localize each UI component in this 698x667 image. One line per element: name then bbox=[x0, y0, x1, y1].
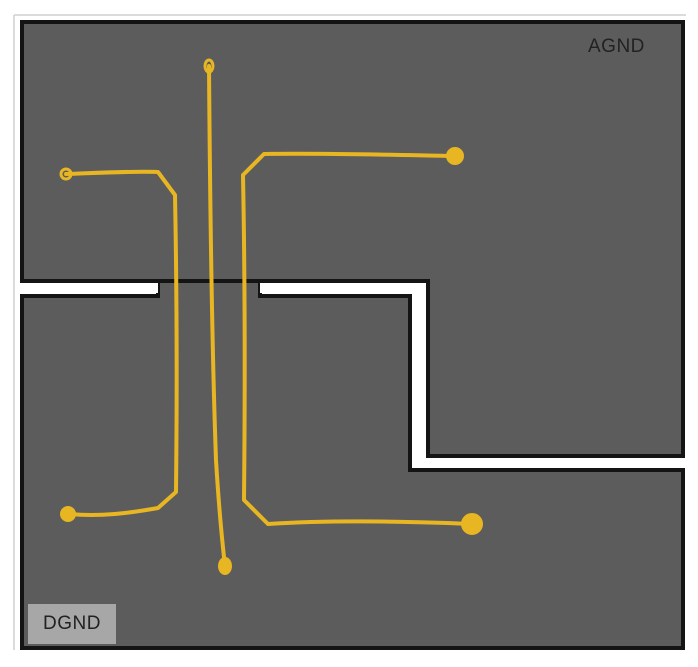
plane-split-gap bbox=[18, 283, 687, 468]
dgnd-label: DGND bbox=[28, 604, 116, 644]
pad-right-bottom bbox=[461, 513, 483, 535]
trace-pads bbox=[59, 58, 483, 575]
plane-bridge bbox=[160, 283, 258, 295]
pad-left-bottom bbox=[60, 506, 76, 522]
pad-right-top bbox=[446, 147, 464, 165]
agnd-label: AGND bbox=[588, 36, 645, 57]
pad-center-top bbox=[203, 58, 215, 74]
pad-center-bottom bbox=[218, 557, 232, 575]
pad-left-top bbox=[59, 167, 73, 181]
traces bbox=[64, 64, 473, 568]
trace-left-bracket bbox=[64, 169, 179, 518]
trace-center-vertical bbox=[207, 64, 227, 568]
trace-right-bracket bbox=[241, 151, 473, 526]
